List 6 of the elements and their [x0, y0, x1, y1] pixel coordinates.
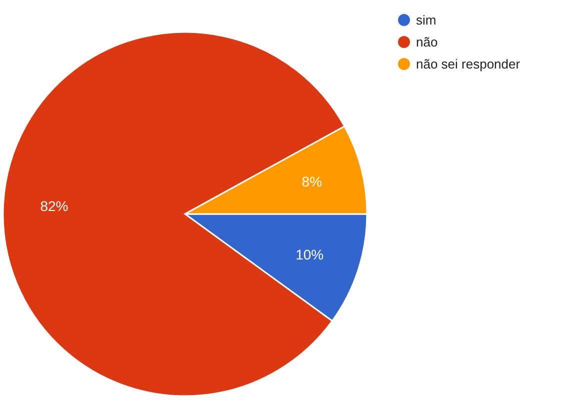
data-label: 10% — [296, 246, 324, 262]
data-label: 8% — [302, 173, 322, 190]
legend-label: não sei responder — [416, 56, 521, 72]
legend-label: não — [416, 34, 438, 50]
data-label: 82% — [40, 198, 68, 214]
legend-label: sim — [416, 12, 436, 28]
